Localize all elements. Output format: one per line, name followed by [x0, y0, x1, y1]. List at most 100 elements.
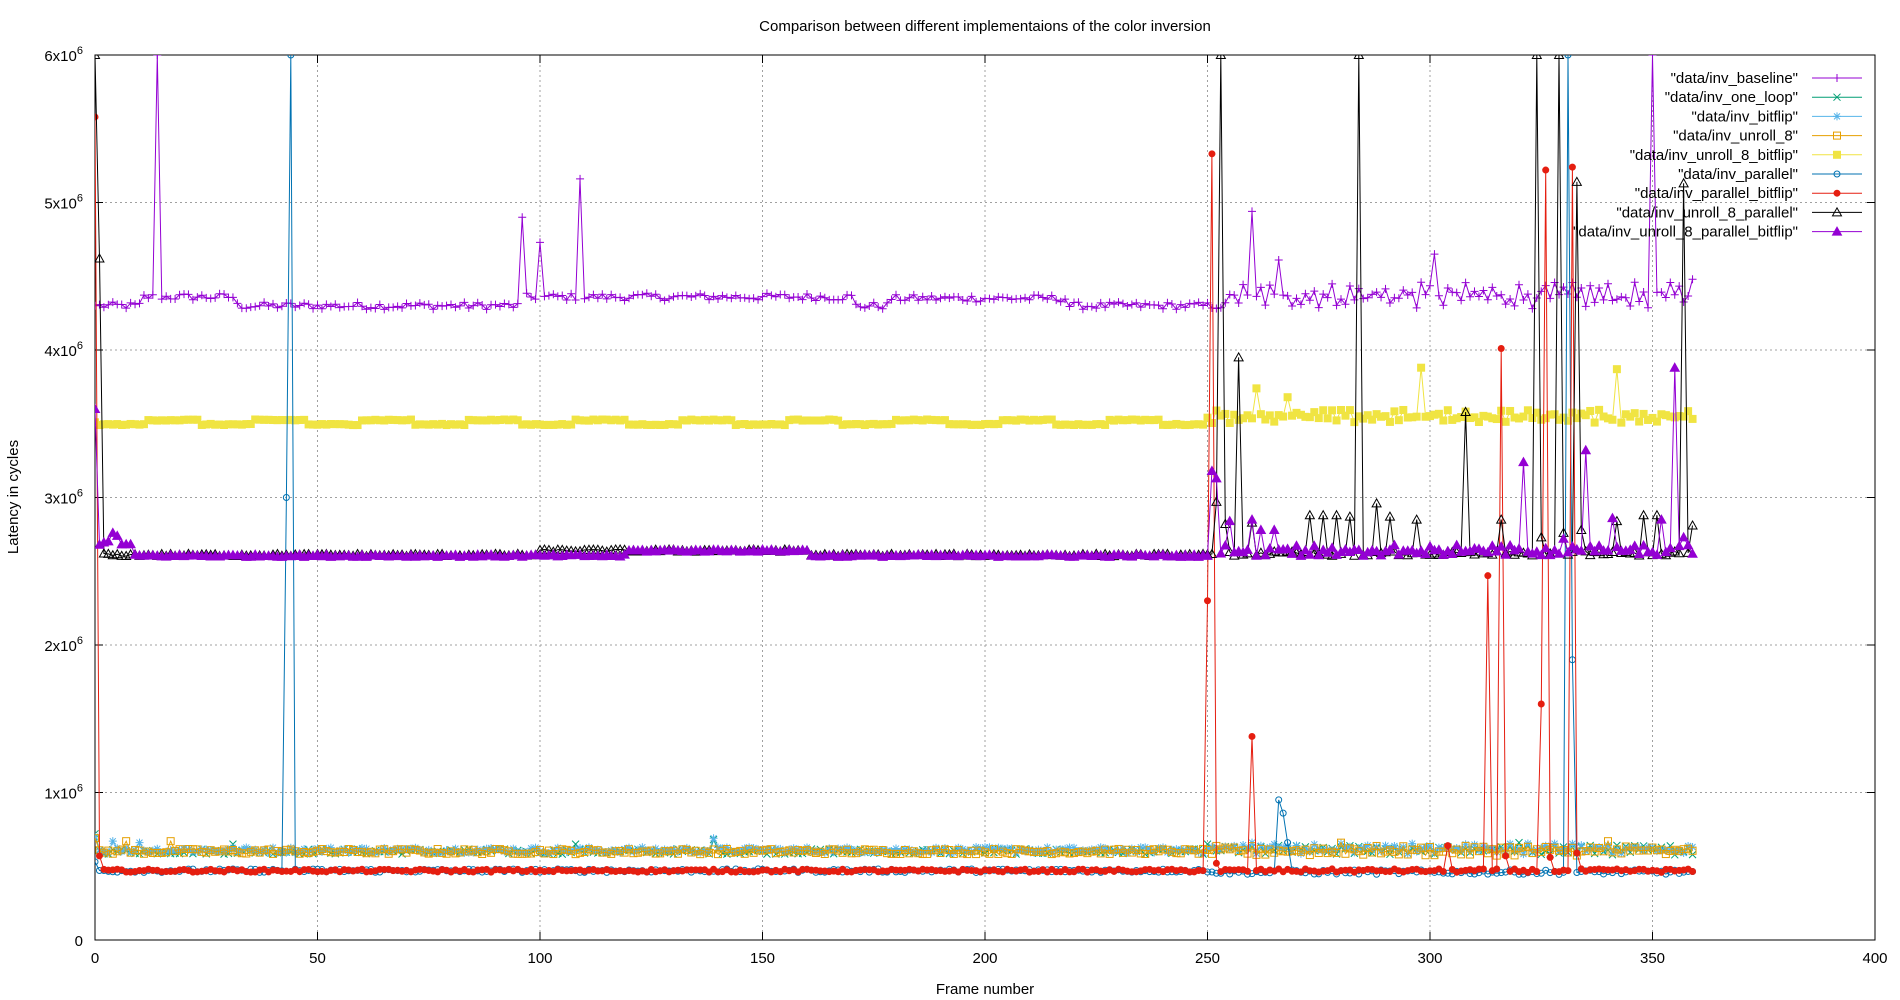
- data-point-marker: [420, 848, 429, 857]
- data-point-marker: [1204, 597, 1211, 605]
- x-tick-label: 400: [1862, 950, 1887, 967]
- data-point-marker: [1092, 845, 1101, 854]
- data-point-marker: [513, 299, 522, 308]
- data-point-marker: [491, 300, 500, 309]
- data-point-marker: [117, 847, 126, 856]
- data-point-marker: [1532, 846, 1541, 855]
- data-point-marker: [1384, 511, 1396, 521]
- data-point-marker: [580, 846, 589, 855]
- data-point-marker: [958, 845, 967, 854]
- data-point-marker: [139, 291, 148, 300]
- data-point-marker: [1523, 290, 1532, 299]
- data-point-marker: [1452, 845, 1461, 854]
- data-point-marker: [1255, 524, 1267, 534]
- data-point-marker: [1833, 170, 1841, 178]
- data-point-marker: [322, 844, 331, 853]
- data-point-marker: [687, 292, 696, 301]
- data-point-marker: [856, 847, 865, 856]
- data-point-marker: [687, 848, 696, 857]
- data-point-marker: [874, 848, 883, 857]
- data-point-marker: [754, 846, 763, 855]
- data-point-marker: [1172, 305, 1181, 314]
- data-point-marker: [976, 846, 985, 855]
- data-point-marker: [1345, 282, 1354, 291]
- data-point-marker: [687, 847, 696, 856]
- data-point-marker: [1221, 842, 1230, 851]
- data-point-marker: [1510, 846, 1519, 855]
- data-point-marker: [1047, 415, 1056, 424]
- data-point-marker: [1519, 295, 1528, 304]
- data-point-marker: [531, 295, 540, 304]
- data-point-marker: [785, 294, 794, 303]
- data-point-marker: [1664, 542, 1676, 553]
- data-point-marker: [1515, 838, 1523, 847]
- data-point-marker: [1310, 287, 1319, 296]
- data-point-marker: [1377, 847, 1386, 856]
- data-point-marker: [1593, 540, 1605, 550]
- data-point-marker: [1283, 847, 1292, 856]
- data-point-marker: [1322, 547, 1334, 557]
- data-point-marker: [197, 847, 206, 856]
- data-point-marker: [1145, 846, 1154, 855]
- data-point-marker: [1639, 287, 1648, 296]
- data-point-marker: [1555, 846, 1564, 855]
- data-point-marker: [1252, 384, 1261, 393]
- data-point-marker: [1043, 295, 1052, 304]
- data-point-marker: [518, 849, 527, 858]
- data-point-marker: [1408, 288, 1417, 297]
- data-point-marker: [1251, 550, 1262, 560]
- data-point-marker: [727, 416, 736, 425]
- data-point-marker: [678, 845, 687, 854]
- data-point-marker: [1239, 280, 1248, 289]
- data-point-marker: [451, 303, 460, 312]
- data-point-marker: [282, 848, 291, 857]
- data-point-marker: [1368, 415, 1377, 424]
- data-point-marker: [1304, 509, 1316, 520]
- data-point-marker: [1403, 290, 1412, 299]
- data-point-marker: [1296, 847, 1305, 856]
- data-point-marker: [731, 847, 740, 856]
- data-point-marker: [211, 293, 220, 302]
- data-point-marker: [304, 300, 313, 309]
- data-point-marker: [1145, 845, 1154, 854]
- data-point-marker: [887, 849, 896, 858]
- data-point-marker: [309, 304, 318, 313]
- data-point-marker: [1684, 844, 1693, 853]
- data-point-marker: [1495, 514, 1507, 524]
- data-point-marker: [656, 849, 665, 858]
- data-point-marker: [1528, 414, 1537, 423]
- data-point-marker: [611, 846, 620, 855]
- data-point-marker: [1639, 409, 1648, 418]
- data-point-marker: [513, 849, 522, 858]
- data-point-marker: [794, 845, 803, 854]
- data-point-marker: [1460, 406, 1471, 416]
- data-point-marker: [1607, 512, 1618, 523]
- data-point-marker: [1368, 846, 1377, 855]
- data-point-marker: [1016, 845, 1025, 854]
- data-point-marker: [1434, 291, 1443, 300]
- data-point-marker: [389, 303, 398, 312]
- data-point-marker: [148, 290, 157, 299]
- data-point-marker: [562, 845, 571, 854]
- data-point-marker: [478, 300, 487, 309]
- data-point-marker: [1110, 300, 1119, 309]
- data-point-marker: [1021, 293, 1030, 302]
- data-point-marker: [1083, 849, 1092, 858]
- data-point-marker: [504, 300, 513, 309]
- data-point-marker: [255, 301, 264, 310]
- data-point-marker: [1328, 406, 1337, 415]
- data-point-marker: [1590, 298, 1599, 307]
- x-axis: 0 50 100 150 200 250 300 350 400: [91, 55, 1888, 967]
- data-point-marker: [1328, 279, 1337, 288]
- data-point-marker: [1433, 544, 1445, 554]
- data-point-marker: [504, 847, 513, 856]
- data-point-marker: [1687, 548, 1698, 558]
- data-point-marker: [927, 846, 936, 855]
- data-point-marker: [896, 847, 905, 856]
- data-point-marker: [1572, 293, 1581, 302]
- data-point-marker: [220, 290, 229, 299]
- data-point-marker: [865, 847, 874, 856]
- data-point-marker: [1225, 418, 1234, 427]
- data-point-marker: [442, 849, 451, 858]
- data-point-marker: [989, 295, 998, 304]
